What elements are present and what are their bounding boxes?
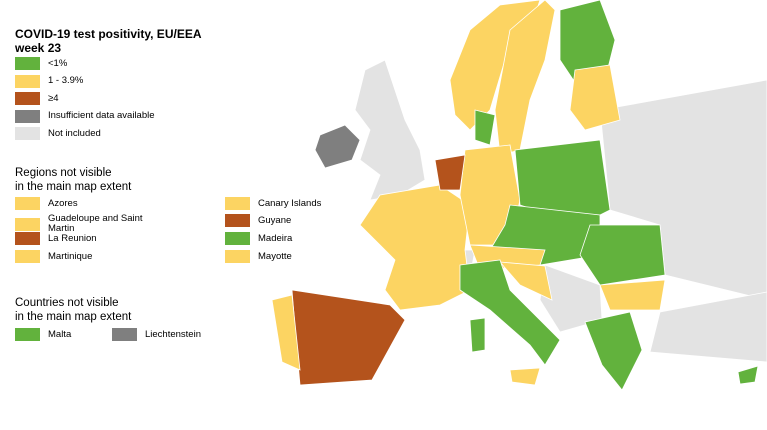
legend-label: Canary Islands xyxy=(258,197,322,209)
legend-label: Madeira xyxy=(258,232,293,244)
legend-item: Azores xyxy=(15,197,143,210)
regions-heading: in the main map extent xyxy=(15,181,132,193)
land-not-included xyxy=(354,59,426,201)
legend-item: Liechtenstein xyxy=(112,328,201,341)
legend-item: Madeira xyxy=(225,232,353,245)
legend-item: Canary Islands xyxy=(225,197,353,210)
legend-label: Liechtenstein xyxy=(145,328,201,340)
countries-heading: Countries not visible xyxy=(15,297,119,309)
title: COVID-19 test positivity, EU/EEA xyxy=(15,27,202,41)
legend-item: Guadeloupe and Saint Martin xyxy=(15,214,143,234)
land-green xyxy=(584,311,643,391)
legend-item: Guyane xyxy=(225,214,353,227)
legend-item: La Reunion xyxy=(15,232,143,245)
land-not-included xyxy=(649,291,767,363)
land-green xyxy=(469,317,486,353)
legend-item: Malta xyxy=(15,328,71,341)
land-yellow xyxy=(509,367,541,386)
legend-label: Malta xyxy=(48,328,72,340)
legend-swatch xyxy=(15,74,40,88)
legend-swatch xyxy=(225,250,250,263)
land-yellow xyxy=(569,64,621,131)
legend-swatch xyxy=(15,57,40,70)
legend-label: La Reunion xyxy=(48,232,97,244)
legend-label: ≥4 xyxy=(48,92,59,104)
legend-item: Mayotte xyxy=(225,250,353,263)
land-yellow xyxy=(499,261,553,301)
legend-label: Not included xyxy=(48,127,101,139)
land-green xyxy=(737,365,759,385)
land-yellow xyxy=(359,184,471,311)
land-brown xyxy=(434,154,466,191)
title: week 23 xyxy=(15,41,62,55)
legend-swatch xyxy=(15,250,40,263)
legend-item: ≥4 xyxy=(15,92,59,105)
legend-swatch xyxy=(112,328,137,341)
legend-swatch xyxy=(15,197,40,210)
legend-label: Guadeloupe and Saint Martin xyxy=(48,213,143,234)
legend-item: 1 - 3.9% xyxy=(15,74,84,88)
legend-item: <1% xyxy=(15,57,67,70)
land-green xyxy=(579,224,666,286)
legend-label: <1% xyxy=(48,57,68,69)
land-yellow xyxy=(494,0,556,156)
land-insufficient xyxy=(314,124,361,169)
legend-item: Martinique xyxy=(15,250,143,263)
legend-swatch xyxy=(15,109,40,123)
land-green xyxy=(474,109,496,146)
countries-heading: in the main map extent xyxy=(15,311,132,323)
land-brown xyxy=(291,289,406,386)
legend-swatch xyxy=(225,197,250,210)
legend-swatch xyxy=(15,328,40,341)
legend-swatch xyxy=(225,214,250,227)
land-green xyxy=(459,259,561,366)
legend-label: Martinique xyxy=(48,250,93,262)
land-yellow xyxy=(271,294,301,371)
regions-heading: Regions not visible xyxy=(15,167,112,179)
legend-item: Insufficient data available xyxy=(15,109,155,123)
legend-swatch xyxy=(15,217,40,231)
legend-label: Insufficient data available xyxy=(48,110,155,121)
legend-label: Mayotte xyxy=(258,250,292,262)
legend-swatch xyxy=(225,232,250,245)
legend-item: Not included xyxy=(15,127,101,140)
legend-swatch xyxy=(15,232,40,245)
legend-label: 1 - 3.9% xyxy=(48,75,84,86)
legend-swatch xyxy=(15,92,40,105)
legend-swatch xyxy=(15,127,40,140)
legend-label: Guyane xyxy=(258,214,292,226)
legend-label: Azores xyxy=(48,197,78,209)
land-yellow xyxy=(599,279,666,311)
